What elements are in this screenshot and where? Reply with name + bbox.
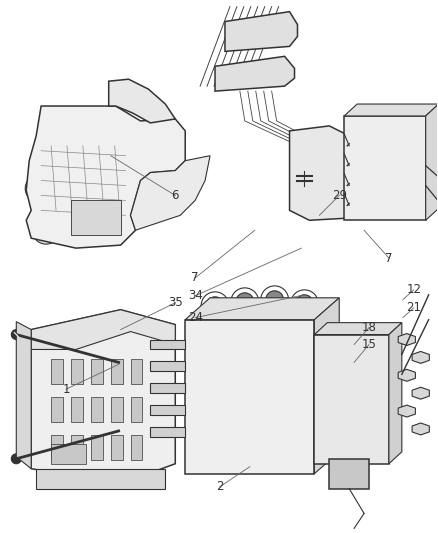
Text: 24: 24 <box>187 311 203 324</box>
Circle shape <box>296 295 314 313</box>
Circle shape <box>144 102 157 116</box>
Circle shape <box>11 329 21 340</box>
Text: 34: 34 <box>188 289 203 302</box>
Circle shape <box>32 216 60 244</box>
Polygon shape <box>329 459 369 489</box>
Circle shape <box>236 293 254 311</box>
Bar <box>111 397 123 422</box>
Text: 18: 18 <box>362 321 377 334</box>
Circle shape <box>144 359 157 373</box>
Bar <box>91 359 103 384</box>
Circle shape <box>214 438 226 450</box>
Text: 6: 6 <box>172 189 179 202</box>
Bar <box>131 359 142 384</box>
Circle shape <box>144 425 157 439</box>
Polygon shape <box>398 334 415 345</box>
Circle shape <box>116 86 135 106</box>
Text: 1: 1 <box>62 383 70 395</box>
Polygon shape <box>150 361 185 372</box>
Text: 12: 12 <box>406 284 421 296</box>
Circle shape <box>293 144 316 168</box>
Circle shape <box>144 403 157 417</box>
Circle shape <box>416 352 426 362</box>
Polygon shape <box>389 322 402 464</box>
Bar <box>71 359 83 384</box>
Polygon shape <box>31 310 175 350</box>
Bar <box>91 435 103 460</box>
Text: 21: 21 <box>406 301 421 314</box>
Polygon shape <box>150 340 185 350</box>
Circle shape <box>271 356 298 383</box>
Polygon shape <box>31 310 175 483</box>
Circle shape <box>416 388 426 398</box>
Circle shape <box>402 370 412 380</box>
Bar <box>91 397 103 422</box>
Text: 7: 7 <box>385 252 392 264</box>
Circle shape <box>402 406 412 416</box>
Polygon shape <box>412 387 429 399</box>
Circle shape <box>144 381 157 395</box>
Text: 7: 7 <box>191 271 199 285</box>
Polygon shape <box>314 335 389 464</box>
Circle shape <box>271 425 298 453</box>
Polygon shape <box>344 104 438 116</box>
Bar <box>51 397 63 422</box>
Circle shape <box>93 446 109 462</box>
Polygon shape <box>150 427 185 437</box>
Polygon shape <box>225 12 297 51</box>
Polygon shape <box>314 298 339 474</box>
Circle shape <box>206 297 224 314</box>
Circle shape <box>25 175 53 203</box>
Text: 15: 15 <box>362 338 377 351</box>
Circle shape <box>103 225 119 241</box>
Text: 29: 29 <box>332 189 347 202</box>
Polygon shape <box>26 106 185 248</box>
Polygon shape <box>109 79 175 123</box>
Bar <box>51 359 63 384</box>
Circle shape <box>308 195 330 216</box>
Circle shape <box>416 424 426 434</box>
Polygon shape <box>185 298 339 320</box>
Circle shape <box>214 398 226 410</box>
Circle shape <box>214 358 226 370</box>
Circle shape <box>144 337 157 351</box>
Polygon shape <box>131 156 210 230</box>
Polygon shape <box>36 469 165 489</box>
Polygon shape <box>426 104 438 220</box>
Polygon shape <box>412 351 429 364</box>
Bar <box>344 116 426 220</box>
Polygon shape <box>290 126 349 220</box>
Polygon shape <box>150 405 185 415</box>
Bar <box>131 397 142 422</box>
Bar <box>51 435 63 460</box>
Bar <box>71 397 83 422</box>
Polygon shape <box>398 405 415 417</box>
Circle shape <box>402 335 412 344</box>
Polygon shape <box>398 369 415 381</box>
Bar <box>51 444 86 464</box>
Polygon shape <box>412 423 429 435</box>
Bar <box>71 200 120 235</box>
Circle shape <box>11 454 21 464</box>
Bar <box>71 435 83 460</box>
Bar <box>111 435 123 460</box>
Text: 2: 2 <box>216 480 224 493</box>
Polygon shape <box>16 321 31 469</box>
Polygon shape <box>150 383 185 393</box>
Polygon shape <box>314 322 402 335</box>
Polygon shape <box>185 320 314 474</box>
Bar <box>111 359 123 384</box>
Circle shape <box>266 291 283 309</box>
Polygon shape <box>215 56 294 91</box>
Bar <box>131 435 142 460</box>
Text: 35: 35 <box>168 296 183 309</box>
